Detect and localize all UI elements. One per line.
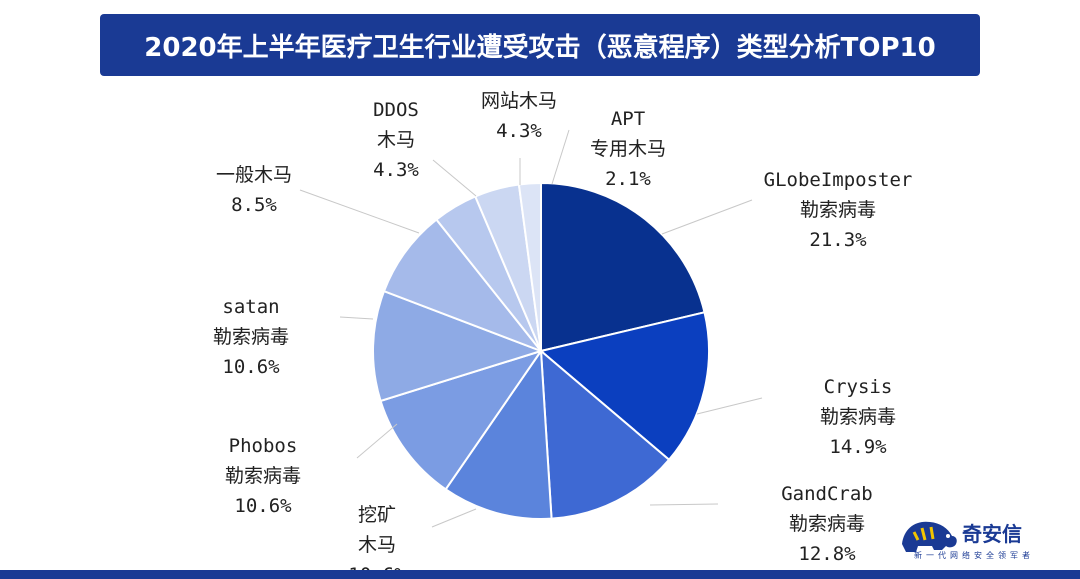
pie-slice-7 xyxy=(382,218,545,354)
pie-slice-10 xyxy=(517,181,542,352)
bottom-bar xyxy=(0,570,1080,579)
pie-slice-4 xyxy=(444,348,553,520)
pie-slice-2 xyxy=(538,311,710,462)
slice-label-8: DDOS 木马 4.3% xyxy=(373,99,419,181)
leader-line-10 xyxy=(551,129,570,185)
pie-slice-3 xyxy=(539,348,671,520)
pie-slice-1 xyxy=(540,181,706,353)
company-logo: 奇安信 新一代网络安全领军者 xyxy=(898,514,1068,564)
chart-title: 2020年上半年医疗卫生行业遭受攻击（恶意程序）类型分析TOP10 xyxy=(144,32,936,63)
slice-label-1: GLobeImposter 勒索病毒 21.3% xyxy=(764,169,913,251)
slice-label-6: satan 勒索病毒 10.6% xyxy=(213,296,289,378)
leader-line-2 xyxy=(696,397,763,415)
leader-line-4 xyxy=(431,508,477,528)
slice-label-5: Phobos 勒索病毒 10.6% xyxy=(225,435,301,517)
pie-slice-6 xyxy=(372,289,545,403)
slice-label-3: GandCrab 勒索病毒 12.8% xyxy=(781,483,873,565)
slice-label-10: APT 专用木马 2.1% xyxy=(590,108,666,190)
logo-name: 奇安信 xyxy=(962,522,1022,546)
slice-label-9: 网站木马 4.3% xyxy=(481,90,557,142)
title-banner: 2020年上半年医疗卫生行业遭受攻击（恶意程序）类型分析TOP10 xyxy=(100,14,980,76)
leader-line-5 xyxy=(356,423,398,459)
leader-line-7 xyxy=(299,189,420,234)
leader-line-3 xyxy=(649,503,719,506)
pie-slice-5 xyxy=(379,349,544,491)
leader-line-8 xyxy=(432,159,477,197)
slice-label-4: 挖矿木马10.6% xyxy=(348,504,406,579)
slice-label-7: 一般木马 8.5% xyxy=(216,164,292,216)
leader-line-6 xyxy=(339,316,374,320)
slice-label-2: Crysis 勒索病毒 14.9% xyxy=(820,376,896,458)
logo-slogan: 新一代网络安全领军者 xyxy=(914,551,1034,560)
tiger-mascot-icon xyxy=(902,521,957,552)
leader-line-1 xyxy=(661,199,753,235)
